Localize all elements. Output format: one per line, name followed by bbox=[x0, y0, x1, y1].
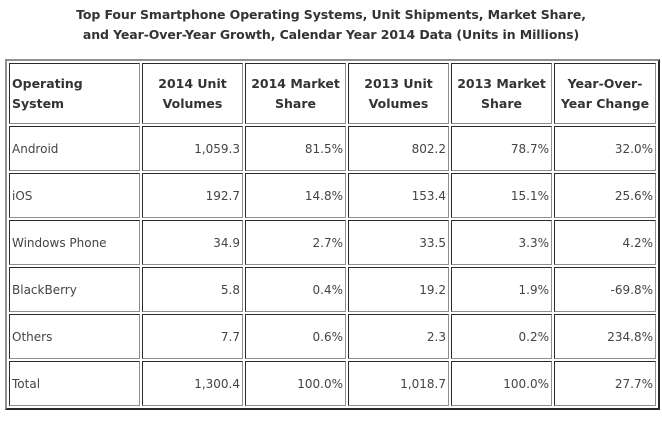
cell-os-name: BlackBerry bbox=[9, 267, 140, 312]
table-title: Top Four Smartphone Operating Systems, U… bbox=[0, 5, 662, 45]
cell-yoy-change: 234.8% bbox=[554, 314, 656, 359]
cell-2014-share: 100.0% bbox=[245, 361, 346, 406]
cell-2013-share: 1.9% bbox=[451, 267, 552, 312]
header-2013-unit-volumes: 2013 Unit Volumes bbox=[348, 63, 449, 124]
cell-2013-units: 153.4 bbox=[348, 173, 449, 218]
cell-2014-share: 81.5% bbox=[245, 126, 346, 171]
header-label: Volumes bbox=[162, 95, 223, 111]
cell-2014-share: 0.4% bbox=[245, 267, 346, 312]
cell-2014-units: 1,300.4 bbox=[142, 361, 243, 406]
header-label: 2013 Market bbox=[457, 75, 546, 91]
cell-yoy-change: 25.6% bbox=[554, 173, 656, 218]
header-2014-market-share: 2014 Market Share bbox=[245, 63, 346, 124]
cell-2014-units: 192.7 bbox=[142, 173, 243, 218]
header-operating-system: Operating System bbox=[9, 63, 140, 124]
cell-yoy-change: -69.8% bbox=[554, 267, 656, 312]
cell-2013-share: 0.2% bbox=[451, 314, 552, 359]
cell-2014-share: 14.8% bbox=[245, 173, 346, 218]
table-row-windows-phone: Windows Phone 34.9 2.7% 33.5 3.3% 4.2% bbox=[9, 220, 656, 265]
cell-2014-units: 7.7 bbox=[142, 314, 243, 359]
header-label: Year-Over- bbox=[567, 75, 643, 91]
cell-2013-units: 19.2 bbox=[348, 267, 449, 312]
cell-2013-units: 1,018.7 bbox=[348, 361, 449, 406]
cell-2014-units: 34.9 bbox=[142, 220, 243, 265]
header-year-over-year-change: Year-Over- Year Change bbox=[554, 63, 656, 124]
cell-2014-share: 2.7% bbox=[245, 220, 346, 265]
header-label: Volumes bbox=[368, 95, 429, 111]
cell-2013-units: 2.3 bbox=[348, 314, 449, 359]
cell-os-name: Total bbox=[9, 361, 140, 406]
cell-2014-share: 0.6% bbox=[245, 314, 346, 359]
cell-2013-share: 100.0% bbox=[451, 361, 552, 406]
cell-yoy-change: 32.0% bbox=[554, 126, 656, 171]
cell-2013-share: 15.1% bbox=[451, 173, 552, 218]
header-label: 2013 Unit bbox=[364, 75, 433, 91]
table-row-ios: iOS 192.7 14.8% 153.4 15.1% 25.6% bbox=[9, 173, 656, 218]
cell-2014-units: 5.8 bbox=[142, 267, 243, 312]
cell-os-name: Windows Phone bbox=[9, 220, 140, 265]
header-label: Share bbox=[275, 95, 316, 111]
header-row: Operating System 2014 Unit Volumes 2014 … bbox=[9, 63, 656, 124]
cell-yoy-change: 4.2% bbox=[554, 220, 656, 265]
header-label: Operating System bbox=[12, 75, 83, 111]
header-2014-unit-volumes: 2014 Unit Volumes bbox=[142, 63, 243, 124]
header-label: 2014 Market bbox=[251, 75, 340, 91]
cell-2013-units: 802.2 bbox=[348, 126, 449, 171]
cell-yoy-change: 27.7% bbox=[554, 361, 656, 406]
cell-os-name: iOS bbox=[9, 173, 140, 218]
header-2013-market-share: 2013 Market Share bbox=[451, 63, 552, 124]
cell-2013-units: 33.5 bbox=[348, 220, 449, 265]
header-label: Share bbox=[481, 95, 522, 111]
cell-2014-units: 1,059.3 bbox=[142, 126, 243, 171]
table-row-others: Others 7.7 0.6% 2.3 0.2% 234.8% bbox=[9, 314, 656, 359]
title-line-2: and Year-Over-Year Growth, Calendar Year… bbox=[82, 27, 580, 42]
table-row-blackberry: BlackBerry 5.8 0.4% 19.2 1.9% -69.8% bbox=[9, 267, 656, 312]
header-label: Year Change bbox=[560, 95, 650, 111]
cell-os-name: Others bbox=[9, 314, 140, 359]
cell-2013-share: 3.3% bbox=[451, 220, 552, 265]
title-line-1: Top Four Smartphone Operating Systems, U… bbox=[76, 7, 586, 22]
table-row-total: Total 1,300.4 100.0% 1,018.7 100.0% 27.7… bbox=[9, 361, 656, 406]
table-row-android: Android 1,059.3 81.5% 802.2 78.7% 32.0% bbox=[9, 126, 656, 171]
cell-os-name: Android bbox=[9, 126, 140, 171]
header-label: 2014 Unit bbox=[158, 75, 227, 91]
cell-2013-share: 78.7% bbox=[451, 126, 552, 171]
market-share-table: Operating System 2014 Unit Volumes 2014 … bbox=[5, 59, 660, 410]
